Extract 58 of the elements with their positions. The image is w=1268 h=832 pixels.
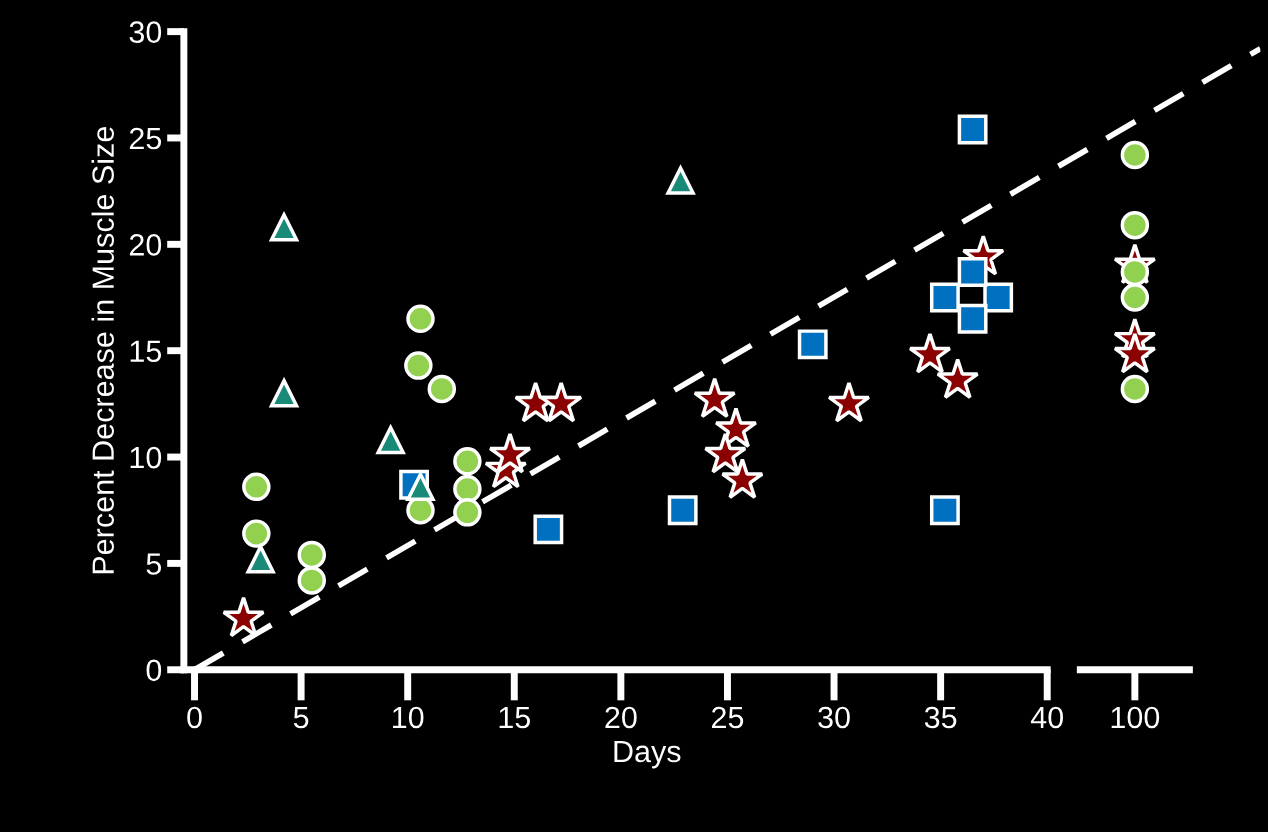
point — [242, 519, 271, 548]
point — [246, 544, 275, 574]
y-tick-label: 20 — [129, 234, 162, 256]
point — [667, 495, 698, 526]
x-tick-label: 5 — [293, 706, 309, 729]
point — [827, 381, 871, 423]
point — [427, 374, 457, 404]
point — [1120, 374, 1150, 404]
point — [957, 114, 988, 145]
point — [936, 357, 980, 400]
point — [297, 540, 327, 570]
y-tick-label: 0 — [146, 659, 162, 682]
point — [1120, 210, 1150, 240]
point — [1113, 332, 1157, 374]
point — [242, 472, 271, 502]
point — [1120, 283, 1150, 312]
point — [929, 495, 960, 526]
point — [703, 432, 747, 474]
point — [406, 472, 435, 502]
point — [221, 596, 266, 638]
point — [406, 304, 435, 334]
x-tick-label: 15 — [499, 706, 530, 729]
y-tick-label: 25 — [129, 127, 162, 150]
point — [453, 498, 482, 527]
point — [533, 514, 564, 545]
x-axis-title: Days — [614, 741, 681, 769]
point — [375, 423, 406, 455]
point — [693, 377, 737, 419]
point — [453, 474, 482, 504]
point — [929, 282, 960, 313]
point — [720, 457, 764, 500]
x-tick-label: 20 — [605, 706, 637, 729]
point — [957, 303, 988, 334]
point — [666, 166, 695, 195]
point — [539, 381, 583, 423]
y-tick-label: 15 — [130, 340, 162, 363]
point — [297, 566, 327, 595]
x-tick-label: 40 — [1030, 706, 1064, 729]
point — [453, 447, 482, 476]
x-tick-label: 25 — [712, 706, 744, 729]
x-tick-label: 35 — [924, 706, 957, 729]
point — [714, 406, 758, 448]
x-tick-label: 10 — [393, 706, 424, 729]
point — [797, 329, 828, 360]
x-tick-label: 0 — [187, 706, 202, 729]
y-tick-label: 10 — [130, 446, 162, 469]
point — [404, 351, 433, 380]
point — [1120, 140, 1150, 170]
x-tick-label: 100 — [1111, 706, 1160, 729]
point — [957, 257, 988, 287]
x-tick-label: 30 — [818, 706, 850, 729]
y-tick-label: 30 — [129, 21, 162, 43]
point — [488, 432, 532, 474]
y-tick-label: 5 — [146, 553, 162, 575]
point — [908, 332, 952, 374]
point — [269, 213, 299, 242]
point — [983, 282, 1014, 313]
y-axis-title: Percent Decrease in Muscle Size — [91, 127, 114, 574]
